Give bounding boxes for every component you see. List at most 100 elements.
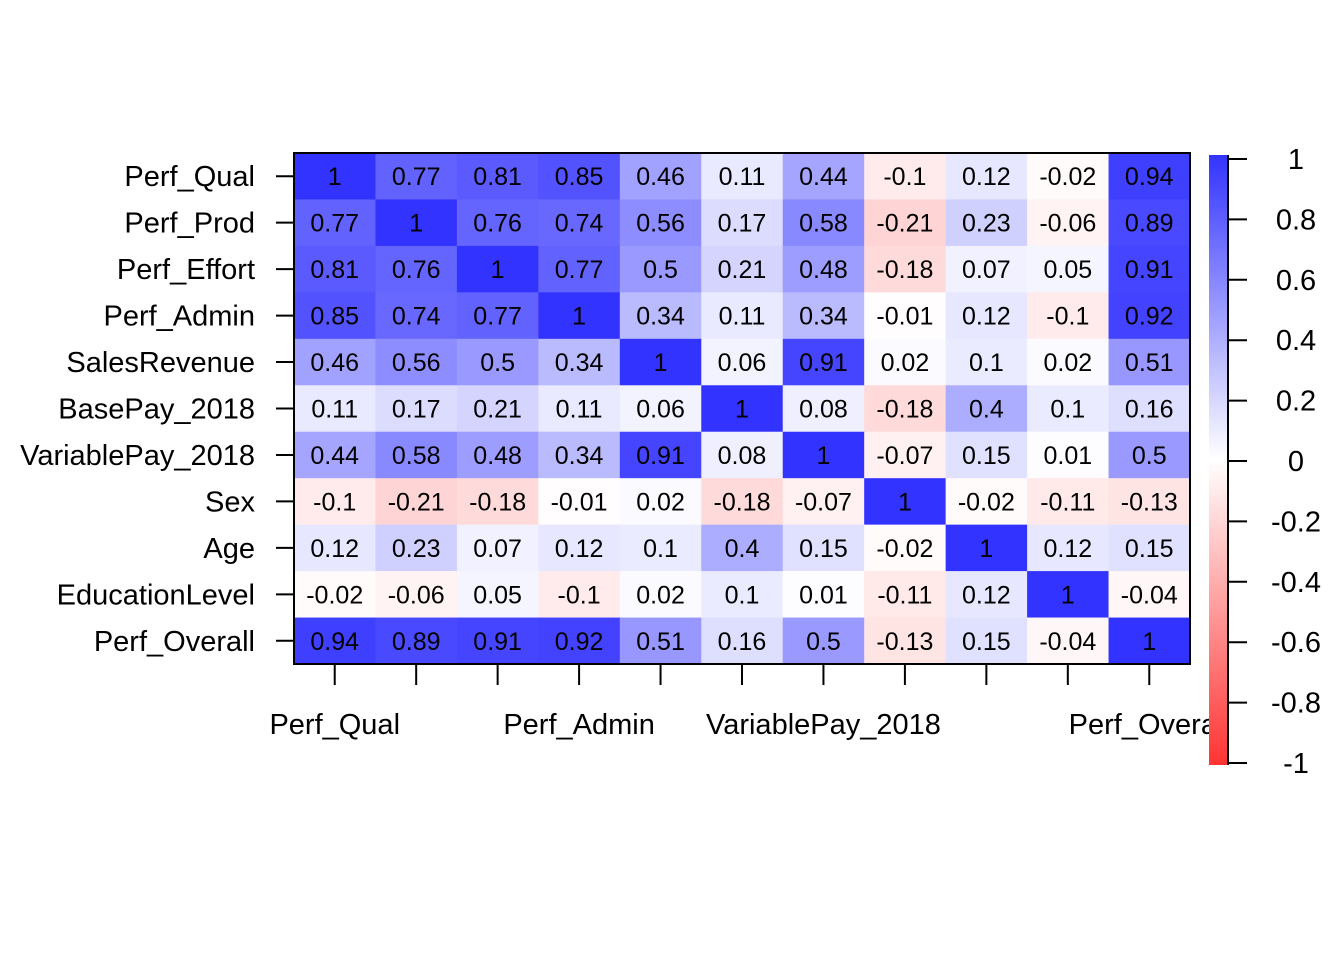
- heatmap-cell: [864, 571, 947, 619]
- heatmap-cell: [945, 292, 1028, 340]
- cell-value-label: 0.1: [969, 349, 1004, 377]
- row-tick-label: Sex: [205, 486, 255, 518]
- cell-value-label: 0.48: [799, 256, 848, 284]
- heatmap-cell: [375, 385, 458, 433]
- cell-value-label: -0.04: [1121, 581, 1178, 609]
- colorbar-tick-label: -0.4: [1271, 567, 1321, 599]
- heatmap-cell: [701, 524, 784, 572]
- cell-value-label: 0.06: [636, 396, 685, 424]
- cell-value-label: 0.16: [718, 628, 767, 656]
- cell-value-label: 0.15: [962, 442, 1011, 470]
- heatmap-cell: [456, 385, 539, 433]
- cell-value-label: 1: [409, 210, 423, 238]
- cell-value-label: 0.77: [473, 303, 522, 331]
- heatmap-cell: [456, 245, 539, 293]
- colorbar-tick-label: 0: [1288, 446, 1304, 478]
- cell-value-label: -0.1: [313, 488, 356, 516]
- cell-value-label: -0.18: [876, 396, 933, 424]
- heatmap-cell: [294, 431, 377, 479]
- heatmap-cells: [294, 153, 1191, 665]
- column-tick-label: Perf_Admin: [503, 709, 655, 741]
- heatmap-cell: [701, 292, 784, 340]
- cell-value-label: 0.17: [718, 210, 767, 238]
- heatmap-cell: [294, 245, 377, 293]
- heatmap-cell: [456, 431, 539, 479]
- heatmap-cell: [701, 245, 784, 293]
- cell-value-label: -0.13: [1121, 488, 1178, 516]
- heatmap-cell: [1027, 153, 1110, 201]
- heatmap-cell: [782, 153, 865, 201]
- cell-value-label: 1: [735, 396, 749, 424]
- heatmap-cell: [619, 199, 702, 247]
- cell-value-label: 0.51: [1125, 349, 1174, 377]
- heatmap-cell: [864, 617, 947, 665]
- cell-value-label: 0.92: [555, 628, 604, 656]
- heatmap-cell: [375, 478, 458, 526]
- cell-value-label: 0.81: [473, 163, 522, 191]
- heatmap-cell: [1108, 617, 1191, 665]
- cell-value-label: 0.15: [1125, 535, 1174, 563]
- heatmap-cell: [864, 338, 947, 386]
- cell-value-label: 0.11: [311, 396, 358, 424]
- heatmap-cell: [1027, 292, 1110, 340]
- heatmap-cell: [619, 478, 702, 526]
- cell-value-label: 0.23: [962, 210, 1011, 238]
- cell-value-label: -0.06: [388, 581, 445, 609]
- heatmap-cell: [619, 431, 702, 479]
- colorbar-tick-label: -0.8: [1271, 688, 1321, 720]
- cell-value-label: 0.74: [555, 210, 604, 238]
- row-axis: Perf_Qual Perf_Prod Perf_Effort Perf_Admin S…: [20, 161, 294, 658]
- cell-value-label: 1: [1142, 628, 1156, 656]
- cell-value-label: 0.01: [799, 581, 848, 609]
- heatmap-cell: [945, 385, 1028, 433]
- heatmap-cell: [864, 524, 947, 572]
- heatmap-cell: [1027, 385, 1110, 433]
- cell-value-label: -0.21: [876, 210, 933, 238]
- heatmap-cell: [945, 617, 1028, 665]
- heatmap-cell: [701, 571, 784, 619]
- heatmap-cell: [782, 617, 865, 665]
- heatmap-cell: [538, 524, 621, 572]
- heatmap-cell: [782, 199, 865, 247]
- heatmap-cell: [538, 199, 621, 247]
- row-tick-label: BasePay_2018: [58, 394, 255, 426]
- cell-value-label: 0.01: [1043, 442, 1092, 470]
- cell-value-label: 0.81: [310, 256, 359, 284]
- heatmap-cell: [1108, 524, 1191, 572]
- cell-value-label: 0.12: [1043, 535, 1092, 563]
- cell-value-label: 0.08: [799, 396, 848, 424]
- row-tick-label: VariablePay_2018: [20, 440, 255, 472]
- cell-value-label: 0.02: [636, 488, 685, 516]
- cell-value-label: 0.91: [473, 628, 522, 656]
- heatmap-cell: [294, 199, 377, 247]
- heatmap-cell: [1027, 431, 1110, 479]
- heatmap-cell: [375, 571, 458, 619]
- colorbar-tick-label: 0.2: [1276, 386, 1316, 418]
- heatmap-cell: [538, 153, 621, 201]
- cell-value-label: 0.17: [392, 396, 441, 424]
- colorbar-tick-label: -1: [1283, 748, 1309, 780]
- heatmap-cell: [619, 338, 702, 386]
- heatmap-cell: [782, 385, 865, 433]
- heatmap-cell: [375, 431, 458, 479]
- cell-value-label: 0.76: [473, 210, 522, 238]
- heatmap-cell: [782, 338, 865, 386]
- cell-value-label: 0.56: [392, 349, 441, 377]
- cell-value-label: 0.46: [636, 163, 685, 191]
- heatmap-cell: [619, 524, 702, 572]
- cell-value-label: 0.34: [555, 442, 604, 470]
- heatmap-cell: [864, 245, 947, 293]
- cell-value-label: -0.1: [558, 581, 601, 609]
- heatmap-cell: [294, 478, 377, 526]
- heatmap-cell: [619, 153, 702, 201]
- cell-value-label: 0.5: [1132, 442, 1167, 470]
- cell-value-label: 0.77: [555, 256, 604, 284]
- column-tick-label: Perf_Qual: [269, 709, 400, 741]
- cell-value-label: 1: [979, 535, 993, 563]
- cell-value-label: 0.07: [962, 256, 1011, 284]
- heatmap-cell: [1108, 385, 1191, 433]
- cell-value-label: 0.85: [310, 303, 359, 331]
- cell-value-label: 0.58: [392, 442, 441, 470]
- cell-value-label: 0.12: [555, 535, 604, 563]
- heatmap-cell: [1027, 338, 1110, 386]
